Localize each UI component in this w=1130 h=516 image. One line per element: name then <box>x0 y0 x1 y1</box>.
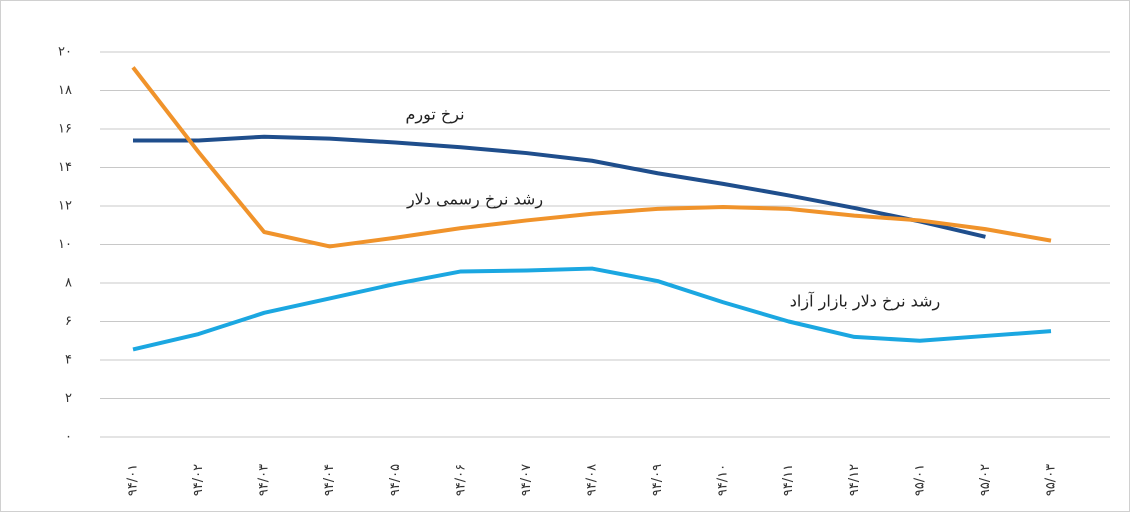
x-tick-label: ۹۴/۰۸ <box>585 464 600 496</box>
y-tick-label: ۱۶ <box>58 122 72 137</box>
x-tick-label: ۹۴/۰۴ <box>322 464 337 496</box>
y-tick-label: ۱۲ <box>58 199 72 214</box>
x-tick-label: ۹۴/۰۲ <box>191 464 206 496</box>
x-tick-label: ۹۴/۰۱ <box>126 464 141 496</box>
y-tick-label: ۲ <box>65 391 72 406</box>
x-tick-label: ۹۴/۰۷ <box>519 464 534 496</box>
series-label: رشد نرخ رسمی دلار <box>406 190 543 210</box>
x-tick-label: ۹۴/۱۰ <box>716 464 731 496</box>
series-line <box>131 66 1052 249</box>
x-tick-label: ۹۴/۰۹ <box>650 464 665 496</box>
x-tick-label: ۹۴/۰۵ <box>388 464 403 496</box>
series-line <box>133 134 986 239</box>
y-tick-label: ۸ <box>65 276 72 291</box>
y-tick-label: ۱۰ <box>58 237 72 252</box>
y-tick-label: ۴ <box>65 353 72 368</box>
series-line <box>132 266 1052 352</box>
y-tick-label: ۱۴ <box>58 160 72 175</box>
y-tick-label: ۲۰ <box>58 45 72 60</box>
series-label: نرخ تورم <box>405 105 464 125</box>
y-tick-label: ۰ <box>65 430 72 445</box>
x-tick-label: ۹۴/۱۱ <box>781 464 796 496</box>
y-tick-label: ۶ <box>65 314 72 329</box>
x-tick-label: ۹۴/۰۳ <box>257 464 272 496</box>
x-tick-label: ۹۴/۱۲ <box>847 464 862 496</box>
x-tick-label: ۹۵/۰۱ <box>912 464 927 496</box>
y-tick-label: ۱۸ <box>58 83 72 98</box>
x-tick-label: ۹۵/۰۳ <box>1044 464 1059 496</box>
x-tick-label: ۹۵/۰۲ <box>978 464 993 496</box>
x-tick-label: ۹۴/۰۶ <box>453 464 468 496</box>
series-label: رشد نرخ دلار بازار آزاد <box>790 292 940 312</box>
